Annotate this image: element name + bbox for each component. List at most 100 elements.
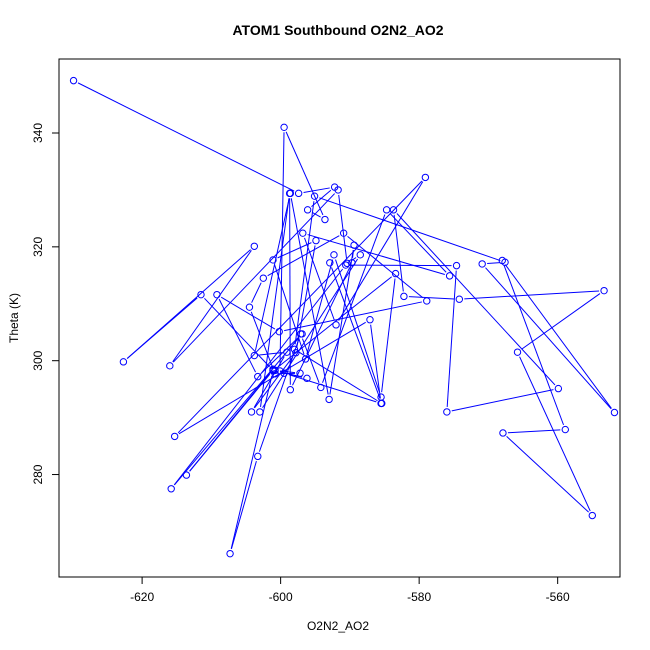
series-segment bbox=[261, 337, 299, 374]
data-point bbox=[317, 383, 325, 392]
series-segment bbox=[506, 436, 589, 513]
data-point bbox=[271, 370, 279, 378]
data-point bbox=[292, 349, 300, 357]
data-point bbox=[554, 384, 563, 393]
data-point bbox=[561, 425, 569, 434]
x-axis: -620 -600 -580 -560 bbox=[130, 577, 570, 604]
data-point bbox=[334, 186, 342, 194]
data-point bbox=[366, 316, 374, 324]
series-segment bbox=[285, 131, 324, 216]
series-segment bbox=[294, 201, 315, 345]
series-segment bbox=[260, 198, 290, 408]
data-point bbox=[478, 260, 486, 268]
series-segment bbox=[218, 298, 256, 373]
series-segment bbox=[347, 235, 424, 299]
data-point bbox=[166, 362, 174, 370]
series-segment bbox=[230, 460, 257, 549]
data-point bbox=[283, 348, 291, 356]
data-point bbox=[382, 206, 391, 214]
series-segment bbox=[298, 351, 378, 402]
data-point bbox=[286, 386, 295, 394]
series-segment bbox=[251, 282, 262, 303]
series-segment bbox=[519, 356, 591, 512]
series-segment bbox=[487, 262, 501, 265]
data-point bbox=[296, 369, 304, 377]
series-segment bbox=[253, 356, 285, 408]
series-segment bbox=[77, 82, 295, 192]
data-point bbox=[259, 274, 268, 282]
series-segment bbox=[258, 338, 300, 452]
data-point bbox=[254, 372, 262, 381]
series-lines bbox=[77, 82, 612, 549]
data-point bbox=[342, 261, 350, 269]
data-point bbox=[269, 256, 277, 264]
data-point bbox=[301, 355, 310, 363]
series-segment bbox=[503, 265, 565, 426]
plot-frame bbox=[58, 58, 621, 578]
data-point bbox=[280, 369, 288, 377]
data-point bbox=[303, 374, 311, 383]
data-point bbox=[254, 452, 262, 461]
data-point bbox=[391, 269, 400, 278]
series-segment bbox=[189, 373, 271, 472]
data-point bbox=[119, 358, 128, 366]
data-point bbox=[250, 351, 259, 360]
data-point bbox=[299, 229, 307, 237]
data-point bbox=[271, 366, 279, 375]
series-segment bbox=[338, 194, 348, 259]
series-segment bbox=[279, 370, 296, 374]
series-segment bbox=[220, 296, 276, 330]
data-point bbox=[250, 242, 259, 250]
data-point bbox=[600, 286, 608, 295]
data-point bbox=[378, 399, 386, 408]
data-point bbox=[455, 295, 464, 303]
chart-title: ATOM1 Southbound O2N2_AO2 bbox=[232, 22, 443, 38]
data-point bbox=[610, 408, 619, 417]
series-segment bbox=[446, 270, 457, 407]
y-tick-label: 300 bbox=[31, 350, 45, 370]
data-point bbox=[513, 348, 522, 356]
series-segment bbox=[267, 235, 340, 277]
data-point bbox=[303, 206, 312, 214]
series-segment bbox=[322, 214, 386, 383]
series-segment bbox=[302, 338, 320, 383]
series-points bbox=[69, 76, 619, 558]
data-point bbox=[197, 290, 205, 299]
data-point bbox=[170, 432, 179, 441]
y-axis-label: Theta (K) bbox=[7, 293, 21, 343]
data-point bbox=[377, 393, 385, 401]
series-segment bbox=[504, 264, 612, 409]
data-point bbox=[290, 345, 299, 354]
data-point bbox=[256, 408, 264, 416]
series-segment bbox=[204, 297, 270, 368]
data-point bbox=[339, 229, 348, 237]
series-segment bbox=[350, 264, 452, 267]
series-segment bbox=[464, 290, 600, 300]
data-point bbox=[294, 189, 303, 198]
data-point bbox=[182, 471, 191, 479]
data-point bbox=[343, 259, 351, 268]
series-segment bbox=[381, 278, 396, 393]
data-point bbox=[330, 251, 338, 259]
series-segment bbox=[292, 267, 351, 386]
series-segment bbox=[250, 311, 274, 370]
series-segment bbox=[173, 268, 344, 486]
series-segment bbox=[329, 249, 354, 395]
series-segment bbox=[507, 429, 561, 434]
data-point bbox=[226, 549, 234, 558]
x-tick-label: -560 bbox=[546, 590, 570, 604]
series-segment bbox=[451, 389, 554, 412]
data-point bbox=[588, 511, 596, 520]
series-segment bbox=[304, 237, 335, 321]
y-tick-label: 280 bbox=[31, 464, 45, 484]
series-segment bbox=[230, 375, 273, 549]
data-point bbox=[501, 258, 509, 266]
data-point bbox=[452, 261, 461, 270]
y-tick-label: 340 bbox=[31, 123, 45, 143]
series-segment bbox=[389, 213, 447, 273]
data-point bbox=[275, 327, 283, 336]
series-segment bbox=[396, 213, 556, 386]
series-segment bbox=[277, 242, 312, 259]
series-segment bbox=[393, 214, 404, 292]
